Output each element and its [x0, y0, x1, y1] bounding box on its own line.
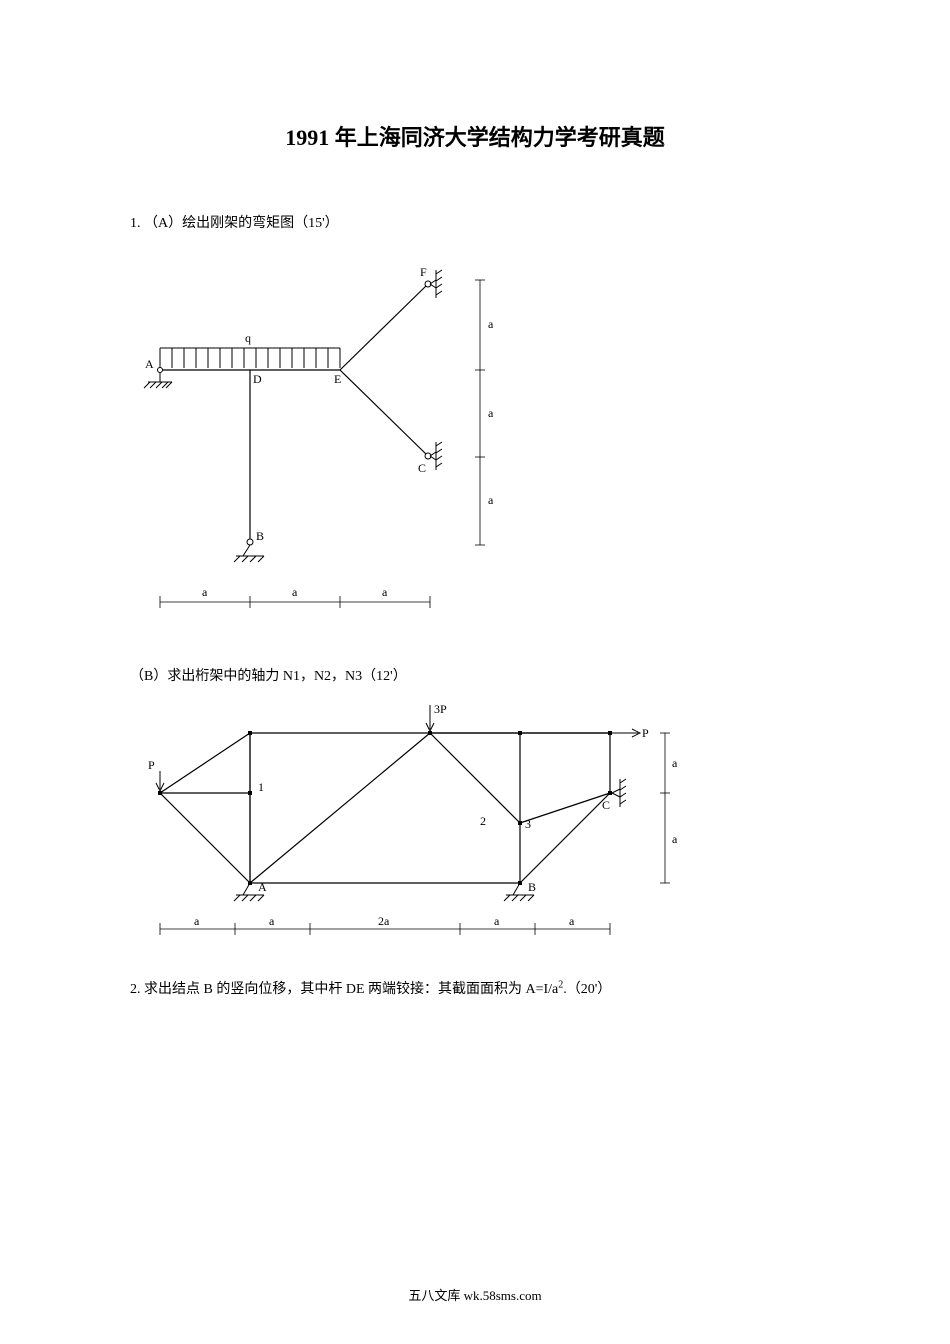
- problem-2-suffix: .（20'）: [563, 982, 611, 997]
- label-P-right: P: [642, 726, 649, 740]
- dimA-v1: a: [488, 317, 494, 331]
- label-D: D: [253, 372, 262, 386]
- label-B: B: [256, 529, 264, 543]
- figure-a: q: [140, 240, 820, 645]
- dimB-h3: 2a: [378, 914, 390, 928]
- dimB-v1: a: [672, 756, 678, 770]
- problem-2-prefix: 2. 求出结点 B 的竖向位移，其中杆 DE 两端铰接：其截面面积为 A=I/a: [130, 982, 558, 997]
- dimA-v2: a: [488, 406, 494, 420]
- dimB-v2: a: [672, 832, 678, 846]
- dimB-h5: a: [569, 914, 575, 928]
- label-n3: 3: [525, 817, 531, 831]
- label-P-left: P: [148, 758, 155, 772]
- dimA-h3: a: [382, 585, 388, 599]
- figure-b: 3P P P: [140, 693, 820, 958]
- dimB-h1: a: [194, 914, 200, 928]
- label-n2: 2: [480, 814, 486, 828]
- dimB-h2: a: [269, 914, 275, 928]
- problem-2: 2. 求出结点 B 的竖向位移，其中杆 DE 两端铰接：其截面面积为 A=I/a…: [130, 978, 820, 998]
- dimB-h4: a: [494, 914, 500, 928]
- label-3P: 3P: [434, 702, 447, 716]
- page-title: 1991 年上海同济大学结构力学考研真题: [130, 120, 820, 152]
- problem-1a: 1. （A）绘出刚架的弯矩图（15'）: [130, 212, 820, 232]
- labelB-B: B: [528, 880, 536, 894]
- dimA-v3: a: [488, 493, 494, 507]
- label-A: A: [145, 357, 154, 371]
- labelB-A: A: [258, 880, 267, 894]
- label-q: q: [245, 331, 251, 345]
- labelB-C: C: [602, 798, 610, 812]
- dimA-h1: a: [202, 585, 208, 599]
- label-F: F: [420, 265, 427, 279]
- label-n1: 1: [258, 780, 264, 794]
- page-footer: 五八文库 wk.58sms.com: [0, 1285, 950, 1304]
- problem-1b: （B）求出桁架中的轴力 N1，N2，N3（12'）: [130, 665, 820, 685]
- dimA-h2: a: [292, 585, 298, 599]
- problem-1a-text: （A）绘出刚架的弯矩图（15'）: [144, 216, 339, 231]
- label-E: E: [334, 372, 341, 386]
- label-C: C: [418, 461, 426, 475]
- problem-1-label: 1.: [130, 216, 141, 231]
